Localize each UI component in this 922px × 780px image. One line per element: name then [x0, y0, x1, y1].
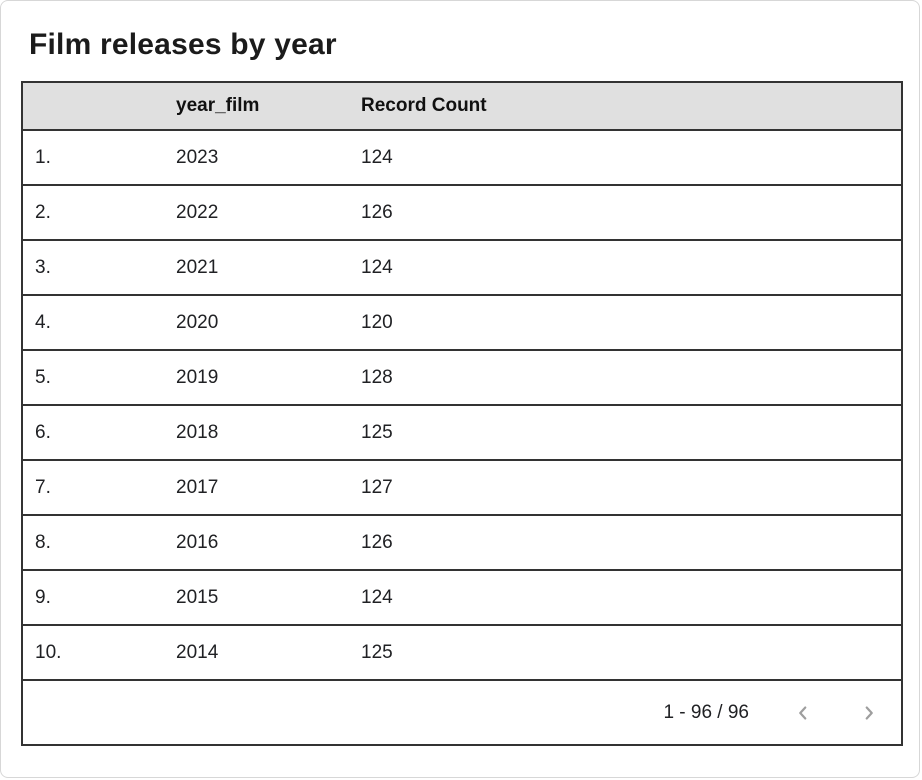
year-film-value: 2021 — [176, 256, 219, 278]
record-count-value: 127 — [361, 476, 393, 498]
row-index: 3. — [35, 256, 51, 278]
year-film-value: 2016 — [176, 531, 219, 553]
row-index: 5. — [35, 366, 51, 388]
record-count-value: 126 — [361, 531, 393, 553]
record-count-value: 125 — [361, 641, 393, 663]
table-row: 4. 2020 120 — [23, 296, 901, 351]
table-row: 2. 2022 126 — [23, 186, 901, 241]
row-index: 7. — [35, 476, 51, 498]
record-count-value: 128 — [361, 366, 393, 388]
year-film-value: 2020 — [176, 311, 219, 333]
record-count-value: 124 — [361, 586, 393, 608]
header-cell-year-film[interactable]: year_film — [176, 95, 260, 116]
year-film-value: 2014 — [176, 641, 219, 663]
table-row: 5. 2019 128 — [23, 351, 901, 406]
year-film-value: 2022 — [176, 201, 219, 223]
table-row: 1. 2023 124 — [23, 131, 901, 186]
row-index: 4. — [35, 311, 51, 333]
table-body: 1. 2023 124 2. 2022 126 3. 2021 124 4. 2… — [23, 131, 901, 681]
row-index: 2. — [35, 201, 51, 223]
record-count-value: 124 — [361, 256, 393, 278]
pagination-bar: 1 - 96 / 96 — [23, 681, 901, 744]
table-row: 6. 2018 125 — [23, 406, 901, 461]
table-row: 3. 2021 124 — [23, 241, 901, 296]
row-index: 6. — [35, 421, 51, 443]
table-header-row: year_film Record Count — [23, 83, 901, 131]
pagination-range-label: 1 - 96 / 96 — [663, 701, 749, 723]
year-film-value: 2018 — [176, 421, 219, 443]
record-count-value: 120 — [361, 311, 393, 333]
year-film-value: 2023 — [176, 146, 219, 168]
record-count-value: 126 — [361, 201, 393, 223]
year-film-value: 2019 — [176, 366, 219, 388]
previous-page-button[interactable] — [791, 701, 815, 725]
record-count-value: 125 — [361, 421, 393, 443]
table-row: 7. 2017 127 — [23, 461, 901, 516]
table-row: 9. 2015 124 — [23, 571, 901, 626]
year-film-value: 2017 — [176, 476, 219, 498]
table-row: 8. 2016 126 — [23, 516, 901, 571]
row-index: 10. — [35, 641, 62, 663]
chevron-right-icon — [858, 702, 880, 724]
data-table: year_film Record Count 1. 2023 124 2. 20… — [21, 81, 903, 746]
chevron-left-icon — [792, 702, 814, 724]
table-row: 10. 2014 125 — [23, 626, 901, 681]
row-index: 9. — [35, 586, 51, 608]
next-page-button[interactable] — [857, 701, 881, 725]
header-cell-record-count[interactable]: Record Count — [361, 95, 487, 116]
record-count-value: 124 — [361, 146, 393, 168]
year-film-value: 2015 — [176, 586, 219, 608]
row-index: 8. — [35, 531, 51, 553]
page-title: Film releases by year — [29, 28, 337, 61]
row-index: 1. — [35, 146, 51, 168]
